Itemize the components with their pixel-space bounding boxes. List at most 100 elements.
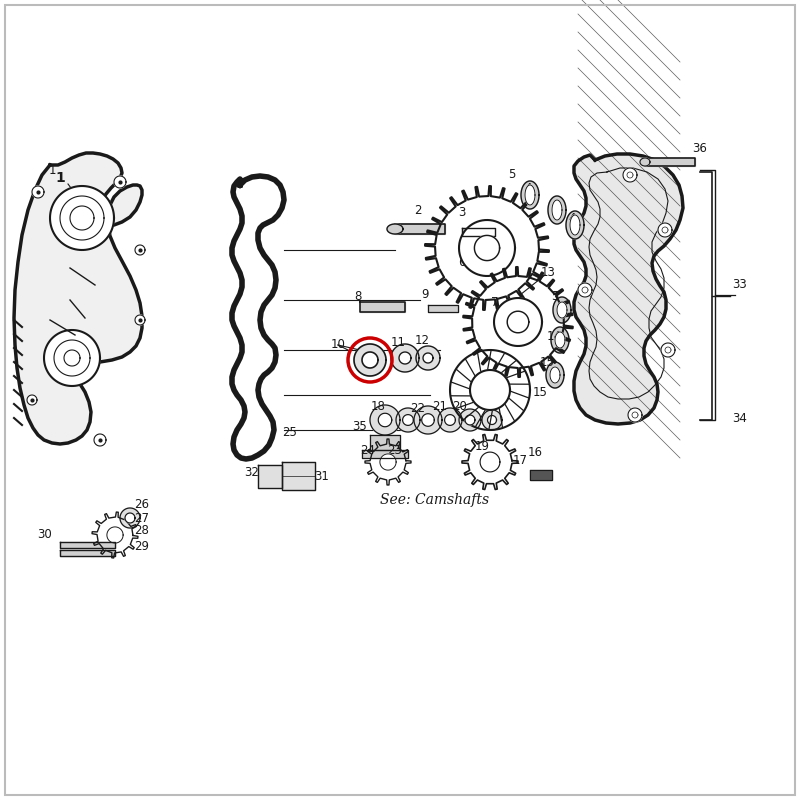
Polygon shape — [370, 405, 400, 435]
Text: 4: 4 — [524, 182, 532, 194]
Text: 9: 9 — [422, 289, 429, 302]
Polygon shape — [395, 224, 445, 234]
Polygon shape — [645, 158, 695, 166]
Text: 20: 20 — [453, 401, 467, 414]
Polygon shape — [548, 196, 566, 224]
Text: 32: 32 — [245, 466, 259, 478]
Text: 13: 13 — [541, 266, 555, 278]
Polygon shape — [546, 362, 564, 388]
Polygon shape — [459, 409, 481, 431]
Polygon shape — [623, 168, 637, 182]
Text: 34: 34 — [733, 411, 747, 425]
Polygon shape — [362, 450, 408, 458]
Polygon shape — [578, 283, 592, 297]
Polygon shape — [474, 235, 499, 261]
Text: 27: 27 — [134, 511, 150, 525]
Polygon shape — [14, 153, 142, 444]
Polygon shape — [399, 352, 411, 364]
Polygon shape — [402, 414, 414, 426]
Polygon shape — [463, 267, 573, 377]
Text: 14: 14 — [546, 330, 562, 343]
Polygon shape — [391, 344, 419, 372]
Polygon shape — [480, 452, 500, 472]
Text: 22: 22 — [410, 402, 426, 414]
Polygon shape — [258, 465, 282, 488]
Text: 19: 19 — [474, 441, 490, 454]
Text: 30: 30 — [38, 529, 52, 542]
Polygon shape — [462, 228, 495, 236]
Text: 12: 12 — [414, 334, 430, 346]
Text: 15: 15 — [533, 386, 547, 398]
Polygon shape — [107, 527, 123, 543]
Polygon shape — [465, 415, 475, 425]
Text: 18: 18 — [370, 399, 386, 413]
Polygon shape — [628, 408, 642, 422]
Polygon shape — [360, 302, 405, 312]
Text: 5: 5 — [508, 169, 516, 182]
Text: 1: 1 — [55, 171, 65, 185]
Polygon shape — [50, 186, 114, 250]
Polygon shape — [380, 454, 396, 470]
Polygon shape — [232, 176, 284, 459]
Polygon shape — [94, 434, 106, 446]
Text: 26: 26 — [134, 498, 150, 511]
Polygon shape — [60, 542, 115, 548]
Polygon shape — [459, 220, 515, 276]
Polygon shape — [551, 327, 569, 353]
Polygon shape — [438, 408, 462, 432]
Text: 33: 33 — [733, 278, 747, 291]
Text: 35: 35 — [353, 421, 367, 434]
Polygon shape — [507, 311, 529, 333]
Polygon shape — [425, 186, 549, 310]
Polygon shape — [120, 508, 140, 528]
Polygon shape — [135, 315, 145, 325]
Polygon shape — [566, 211, 584, 239]
Text: 2: 2 — [414, 203, 422, 217]
Polygon shape — [521, 181, 539, 209]
Polygon shape — [530, 470, 552, 480]
Polygon shape — [470, 370, 510, 410]
Text: 5: 5 — [551, 290, 558, 303]
Polygon shape — [487, 415, 497, 425]
Polygon shape — [370, 435, 400, 450]
Text: 4: 4 — [568, 211, 576, 225]
Polygon shape — [27, 395, 37, 405]
Polygon shape — [445, 414, 455, 426]
Polygon shape — [428, 305, 458, 312]
Polygon shape — [282, 462, 315, 490]
Polygon shape — [354, 344, 386, 376]
Polygon shape — [414, 406, 442, 434]
Text: 25: 25 — [282, 426, 298, 438]
Polygon shape — [378, 414, 392, 426]
Polygon shape — [114, 176, 126, 188]
Polygon shape — [387, 224, 403, 234]
Polygon shape — [450, 350, 530, 430]
Text: 17: 17 — [513, 454, 527, 466]
Text: 10: 10 — [330, 338, 346, 351]
Polygon shape — [557, 302, 567, 318]
Polygon shape — [555, 332, 565, 348]
Polygon shape — [550, 367, 560, 383]
Text: 6: 6 — [458, 255, 466, 269]
Polygon shape — [525, 185, 535, 205]
Text: 11: 11 — [390, 335, 406, 349]
Polygon shape — [365, 439, 411, 485]
Polygon shape — [92, 512, 138, 558]
Text: 36: 36 — [693, 142, 707, 154]
Text: 15: 15 — [539, 355, 554, 369]
Text: 7: 7 — [491, 295, 498, 309]
Polygon shape — [658, 223, 672, 237]
Text: 31: 31 — [314, 470, 330, 483]
Polygon shape — [60, 550, 115, 556]
Polygon shape — [462, 434, 518, 490]
Polygon shape — [553, 297, 571, 323]
Text: 16: 16 — [527, 446, 542, 458]
Text: 23: 23 — [387, 443, 402, 457]
Text: 18: 18 — [481, 399, 495, 413]
Polygon shape — [135, 245, 145, 255]
Polygon shape — [570, 215, 580, 235]
Text: 8: 8 — [354, 290, 362, 302]
Text: 29: 29 — [134, 539, 150, 553]
Polygon shape — [482, 410, 502, 430]
Text: 24: 24 — [361, 443, 375, 457]
